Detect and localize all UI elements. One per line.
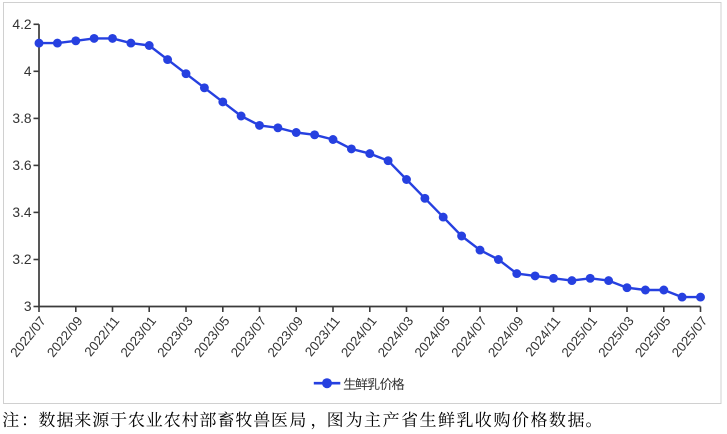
svg-text:4: 4: [24, 64, 32, 79]
svg-text:3.6: 3.6: [12, 158, 32, 173]
svg-text:3: 3: [24, 299, 32, 314]
svg-text:3.4: 3.4: [12, 205, 32, 220]
svg-text:3.2: 3.2: [12, 252, 31, 267]
svg-text:3.8: 3.8: [12, 111, 32, 126]
svg-text:4.2: 4.2: [12, 17, 31, 32]
